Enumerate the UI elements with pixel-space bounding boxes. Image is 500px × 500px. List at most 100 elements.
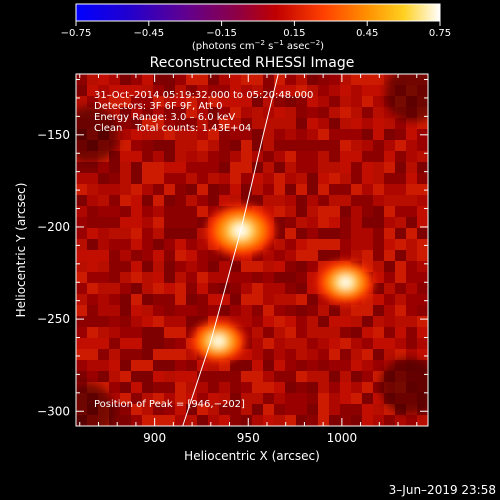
texture-cell <box>175 294 186 305</box>
texture-cell <box>252 173 263 184</box>
texture-cell <box>263 404 274 415</box>
texture-cell <box>307 173 318 184</box>
texture-cell <box>142 250 153 261</box>
texture-cell <box>384 316 395 327</box>
texture-cell <box>153 338 164 349</box>
texture-cell <box>252 140 263 151</box>
texture-cell <box>142 118 153 129</box>
texture-cell <box>351 140 362 151</box>
texture-cell <box>362 74 373 85</box>
texture-cell <box>120 162 131 173</box>
texture-cell <box>76 305 87 316</box>
texture-cell <box>307 184 318 195</box>
texture-cell <box>307 382 318 393</box>
texture-cell <box>153 217 164 228</box>
texture-cell <box>87 217 98 228</box>
texture-cell <box>340 107 351 118</box>
texture-cell <box>362 316 373 327</box>
texture-cell <box>252 250 263 261</box>
texture-cell <box>406 184 417 195</box>
texture-cell <box>230 151 241 162</box>
texture-cell <box>76 283 87 294</box>
texture-cell <box>351 415 362 426</box>
texture-cell <box>340 162 351 173</box>
texture-cell <box>285 184 296 195</box>
texture-cell <box>373 382 384 393</box>
texture-cell <box>285 85 296 96</box>
texture-cell <box>406 239 417 250</box>
colorbar-tick-label: −0.15 <box>206 28 237 39</box>
texture-cell <box>87 360 98 371</box>
texture-cell <box>164 272 175 283</box>
texture-cell <box>241 415 252 426</box>
texture-cell <box>197 261 208 272</box>
texture-cell <box>318 96 329 107</box>
texture-cell <box>395 140 406 151</box>
texture-cell <box>274 316 285 327</box>
colorbar-tick-label: 0.45 <box>356 28 378 39</box>
texture-cell <box>252 96 263 107</box>
texture-cell <box>142 140 153 151</box>
texture-cell <box>131 272 142 283</box>
texture-cell <box>406 250 417 261</box>
texture-cell <box>120 393 131 404</box>
texture-cell <box>362 162 373 173</box>
texture-cell <box>263 96 274 107</box>
texture-cell <box>142 294 153 305</box>
texture-cell <box>318 140 329 151</box>
texture-cell <box>142 283 153 294</box>
y-tick-label: −300 <box>37 404 70 418</box>
texture-cell <box>76 327 87 338</box>
texture-cell <box>175 173 186 184</box>
texture-cell <box>285 140 296 151</box>
texture-cell <box>285 360 296 371</box>
texture-cell <box>153 96 164 107</box>
texture-cell <box>241 371 252 382</box>
texture-cell <box>164 360 175 371</box>
texture-cell <box>197 217 208 228</box>
texture-cell <box>417 294 428 305</box>
texture-cell <box>164 239 175 250</box>
texture-cell <box>329 173 340 184</box>
texture-cell <box>197 184 208 195</box>
texture-cell <box>296 162 307 173</box>
texture-cell <box>186 272 197 283</box>
texture-cell <box>307 360 318 371</box>
texture-cell <box>373 195 384 206</box>
texture-cell <box>98 371 109 382</box>
texture-cell <box>175 151 186 162</box>
texture-cell <box>362 129 373 140</box>
texture-cell <box>307 338 318 349</box>
texture-cell <box>208 184 219 195</box>
texture-cell <box>197 195 208 206</box>
texture-cell <box>329 415 340 426</box>
texture-cell <box>384 250 395 261</box>
texture-cell <box>285 283 296 294</box>
texture-cell <box>263 162 274 173</box>
texture-cell <box>219 118 230 129</box>
texture-cell <box>285 316 296 327</box>
texture-cell <box>175 217 186 228</box>
source-peak <box>212 336 224 347</box>
texture-cell <box>109 173 120 184</box>
texture-cell <box>406 129 417 140</box>
texture-cell <box>373 228 384 239</box>
texture-cell <box>175 74 186 85</box>
texture-cell <box>307 349 318 360</box>
texture-cell <box>263 349 274 360</box>
texture-cell <box>263 305 274 316</box>
texture-cell <box>120 107 131 118</box>
texture-cell <box>186 195 197 206</box>
texture-cell <box>406 228 417 239</box>
annotation-detectors: Detectors: 3F 6F 9F, Att 0 <box>94 101 222 112</box>
texture-cell <box>318 415 329 426</box>
texture-cell <box>252 118 263 129</box>
texture-cell <box>98 349 109 360</box>
y-axis-ticks: −150 −200 −250 −300 <box>37 79 428 418</box>
texture-cell <box>417 228 428 239</box>
texture-cell <box>76 206 87 217</box>
texture-cell <box>351 338 362 349</box>
texture-cell <box>252 404 263 415</box>
texture-cell <box>208 173 219 184</box>
texture-cell <box>208 96 219 107</box>
